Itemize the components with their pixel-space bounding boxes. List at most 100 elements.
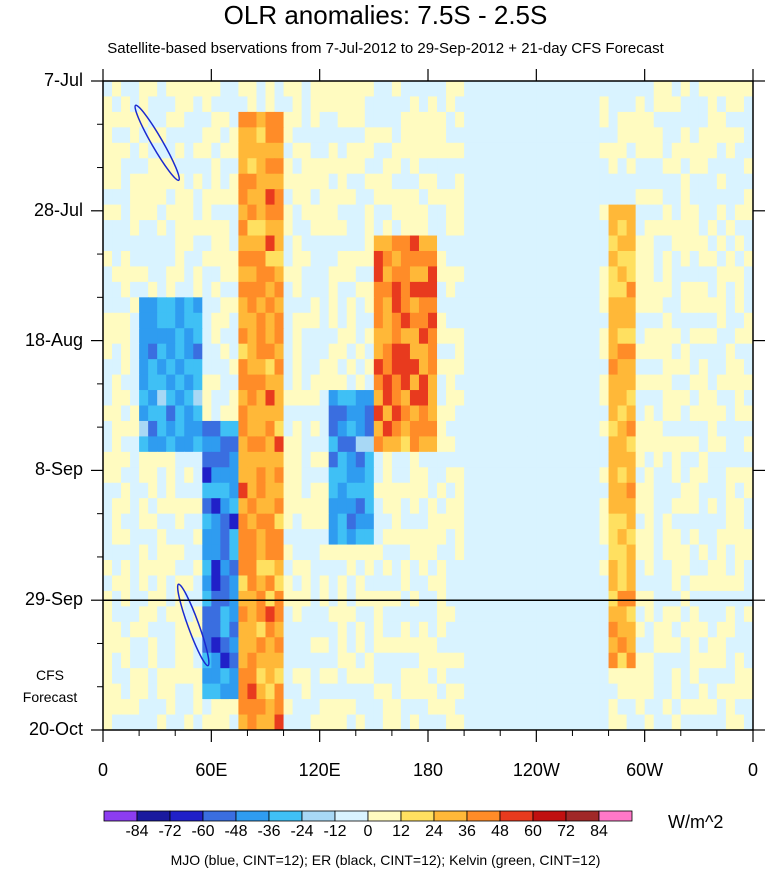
olr-cell xyxy=(391,142,402,159)
olr-cell xyxy=(716,420,727,438)
olr-cell xyxy=(328,467,339,484)
olr-cell xyxy=(743,235,753,252)
olr-cell xyxy=(446,390,456,407)
olr-cell xyxy=(644,111,655,128)
olr-cell xyxy=(175,621,185,638)
olr-cell xyxy=(121,699,131,716)
olr-cell xyxy=(527,590,537,607)
olr-cell xyxy=(473,590,483,607)
olr-cell xyxy=(148,652,158,669)
olr-cell xyxy=(400,266,411,283)
olr-cell xyxy=(103,637,113,654)
olr-cell xyxy=(590,204,601,221)
olr-cell xyxy=(644,529,655,546)
olr-cell xyxy=(464,158,474,175)
olr-cell xyxy=(734,575,745,592)
olr-cell xyxy=(581,111,592,128)
olr-cell xyxy=(617,235,628,252)
olr-cell xyxy=(166,359,176,376)
olr-cell xyxy=(301,235,312,252)
olr-cell xyxy=(635,189,646,206)
olr-cell xyxy=(455,544,465,561)
olr-cell xyxy=(473,420,483,438)
olr-cell xyxy=(112,220,122,237)
olr-cell xyxy=(166,575,176,592)
olr-cell xyxy=(373,189,384,206)
olr-cell xyxy=(319,498,330,515)
olr-cell xyxy=(572,127,583,144)
olr-cell xyxy=(545,590,555,607)
olr-cell xyxy=(157,513,167,530)
olr-cell xyxy=(482,668,492,685)
olr-cell xyxy=(373,328,384,345)
olr-cell xyxy=(455,590,465,607)
olr-cell xyxy=(355,606,366,623)
olr-cell xyxy=(644,189,655,206)
olr-cell xyxy=(464,652,474,669)
olr-cell xyxy=(455,420,465,438)
olr-cell xyxy=(662,220,673,237)
olr-cell xyxy=(689,250,700,268)
olr-cell xyxy=(491,235,501,252)
olr-cell xyxy=(175,420,185,438)
olr-cell xyxy=(644,544,655,561)
olr-cell xyxy=(671,204,682,221)
olr-cell xyxy=(500,451,510,468)
olr-cell xyxy=(175,343,185,360)
olr-cell xyxy=(581,374,592,391)
olr-cell xyxy=(409,374,420,391)
olr-cell xyxy=(527,127,537,144)
olr-cell xyxy=(572,544,583,561)
colorbar-swatch xyxy=(565,810,600,822)
olr-cell xyxy=(572,606,583,623)
olr-cell xyxy=(265,590,276,607)
olr-cell xyxy=(590,111,601,128)
olr-cell xyxy=(310,699,321,716)
olr-cell xyxy=(500,668,510,685)
olr-cell xyxy=(130,142,140,159)
olr-cell xyxy=(617,560,628,577)
olr-cell xyxy=(382,142,393,159)
olr-cell xyxy=(166,390,176,407)
olr-cell xyxy=(635,405,646,422)
olr-cell xyxy=(256,621,267,638)
olr-cell xyxy=(202,173,212,190)
olr-cell xyxy=(680,96,691,113)
olr-cell xyxy=(148,420,158,438)
olr-cell xyxy=(355,111,366,128)
olr-cell xyxy=(328,266,339,283)
olr-cell xyxy=(202,189,212,206)
olr-cell xyxy=(418,374,429,391)
olr-cell xyxy=(139,637,149,654)
olr-cell xyxy=(698,683,709,700)
olr-cell xyxy=(391,158,402,175)
olr-cell xyxy=(680,590,691,607)
olr-cell xyxy=(121,127,131,144)
olr-cell xyxy=(337,420,348,438)
olr-cell xyxy=(572,575,583,592)
olr-cell xyxy=(446,81,456,98)
olr-cell xyxy=(103,467,113,484)
olr-cell xyxy=(644,451,655,468)
olr-cell xyxy=(130,575,140,592)
olr-cell xyxy=(247,637,258,654)
olr-cell xyxy=(536,220,546,237)
olr-cell xyxy=(581,606,592,623)
olr-cell xyxy=(229,467,240,484)
olr-cell xyxy=(734,621,745,638)
olr-cell xyxy=(644,220,655,237)
olr-cell xyxy=(283,420,294,438)
olr-cell xyxy=(202,668,212,685)
olr-cell xyxy=(563,668,574,685)
olr-cell xyxy=(139,420,149,438)
olr-cell xyxy=(464,590,474,607)
olr-cell xyxy=(554,266,565,283)
olr-cell xyxy=(698,142,709,159)
olr-cell xyxy=(635,590,646,607)
olr-cell xyxy=(184,343,194,360)
olr-cell xyxy=(112,513,122,530)
olr-cell xyxy=(391,405,402,422)
olr-cell xyxy=(418,699,429,716)
olr-cell xyxy=(364,343,375,360)
olr-cell xyxy=(400,575,411,592)
